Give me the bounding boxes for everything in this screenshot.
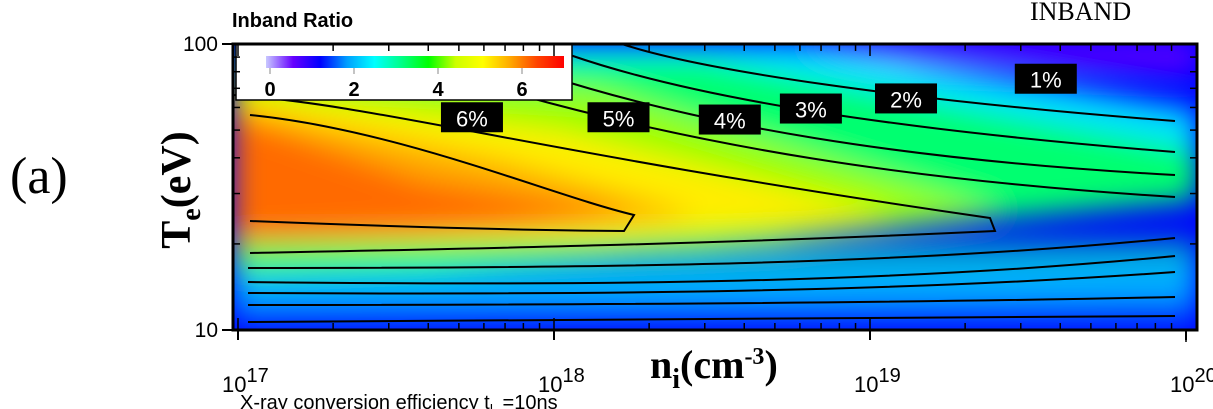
contour-label-text: 6% <box>456 106 488 131</box>
x-tick-label-base: 10 <box>222 372 246 397</box>
x-axis-label-main: n <box>650 342 672 387</box>
colorbar-tick-label: 6 <box>516 79 527 101</box>
footer-caption: X-ray conversion efficiency tL =10ns <box>240 392 558 409</box>
contour-line <box>247 271 1176 295</box>
x-tick-label-base: 10 <box>538 372 562 397</box>
y-tick-labels: 100 10 <box>183 33 233 342</box>
y-axis-label-sub: e <box>176 208 207 220</box>
x-minor-ticks <box>237 44 1187 342</box>
x-tick-label: 1020 <box>1170 365 1213 397</box>
contour-label-text: 5% <box>603 106 635 131</box>
x-tick-label: 1018 <box>538 365 585 397</box>
contour-label-box <box>587 102 650 133</box>
contour-labels: 1% 2% 3% 4% 5% 6% <box>440 63 1077 135</box>
x-tick-label-exp: 20 <box>1194 365 1213 387</box>
colorbar-tick-label: 4 <box>432 79 444 101</box>
y-axis-label: Te(eV) <box>154 131 207 248</box>
contour-label-text: 4% <box>714 109 746 134</box>
contour-line <box>233 94 997 254</box>
contour-label-text: 2% <box>890 87 922 112</box>
contour-label-text: 1% <box>1030 68 1062 93</box>
colorbar-box <box>235 43 573 101</box>
contour-label: 3% <box>779 93 842 124</box>
contour-line <box>247 315 1176 323</box>
colorbar-ticks: 0 2 4 6 <box>264 68 528 101</box>
contour-label-box <box>1014 63 1077 94</box>
y-minor-ticks <box>233 43 1197 331</box>
contour-label: 5% <box>587 102 650 133</box>
corner-text: INBAND <box>1030 0 1131 26</box>
x-tick-label-exp: 18 <box>562 365 584 387</box>
footer-caption-main: X-ray conversion efficiency t <box>240 392 490 409</box>
contour-line <box>249 114 636 233</box>
x-tick-label-base: 10 <box>1170 372 1194 397</box>
y-tick-label: 100 <box>183 33 218 56</box>
x-axis-label-unit-sup: -3 <box>744 344 764 370</box>
x-tick-label: 1017 <box>222 365 269 397</box>
y-tick-label: 10 <box>195 319 218 342</box>
x-tick-label-base: 10 <box>854 372 878 397</box>
contour-label-box <box>875 83 938 114</box>
contour-label-box <box>440 102 503 133</box>
contour-line <box>544 74 1176 176</box>
contour-line <box>247 237 1176 269</box>
contour-label: 4% <box>698 104 761 135</box>
contour-label-box <box>698 104 761 135</box>
colorbar-tick-label: 0 <box>264 79 275 101</box>
colorbar-strip <box>266 56 564 68</box>
colorbar: 0 2 4 6 <box>235 43 573 101</box>
x-tick-label-exp: 17 <box>246 365 268 387</box>
x-axis-label-unit: (cm <box>680 342 744 387</box>
x-tick-label-exp: 19 <box>878 365 900 387</box>
colorbar-tick-label: 2 <box>348 79 359 101</box>
x-axis-label-unit-close: ) <box>764 342 777 387</box>
footer-caption-sub: L <box>490 401 497 409</box>
contour-line <box>621 44 1176 122</box>
x-axis-label: ni(cm-3) <box>650 342 778 395</box>
contour-label: 6% <box>440 102 503 133</box>
footer-caption-tail: =10ns <box>497 392 558 409</box>
panel-label: (a) <box>10 148 68 205</box>
chart-title: Inband Ratio <box>232 10 353 32</box>
x-axis-label-sub: i <box>672 364 680 395</box>
contour-line <box>247 296 1176 306</box>
y-axis-label-unit: (eV) <box>154 131 200 208</box>
x-tick-labels: 1017 1018 1019 1020 <box>222 330 1213 397</box>
plot-frame <box>231 42 1199 332</box>
contour-label-box <box>779 93 842 124</box>
contour-label: 1% <box>1014 63 1077 94</box>
contour-label-text: 3% <box>795 98 827 123</box>
y-axis-label-main: T <box>154 221 200 249</box>
contour-label: 2% <box>875 83 938 114</box>
x-tick-label: 1019 <box>854 365 901 397</box>
contour-line <box>247 255 1176 285</box>
